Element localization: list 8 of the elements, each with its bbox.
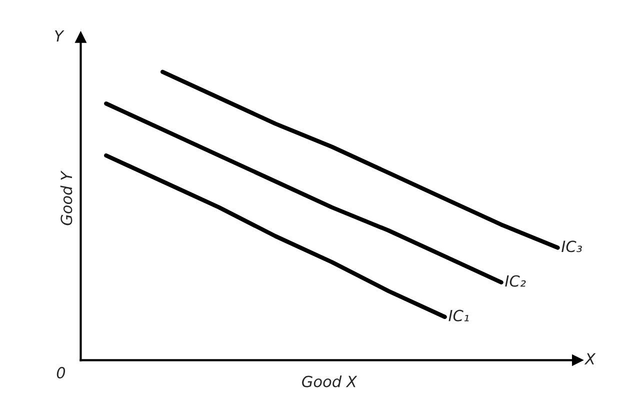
- series-label: IC₁: [448, 310, 469, 322]
- text: X: [584, 353, 596, 364]
- y-axis-title: Good Y: [60, 170, 72, 226]
- text: Y: [54, 30, 64, 42]
- x-axis-title: Good X: [302, 375, 358, 388]
- series-label: IC₃: [562, 240, 582, 252]
- series-label: IC₂: [505, 275, 526, 287]
- text: 0: [56, 366, 66, 378]
